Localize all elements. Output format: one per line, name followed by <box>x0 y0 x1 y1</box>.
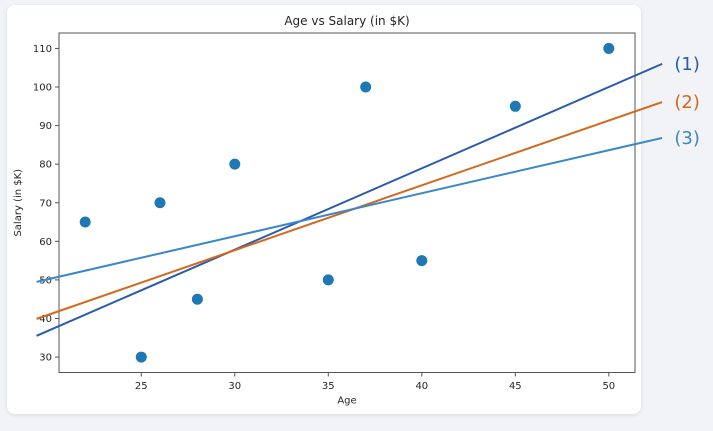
fit-line-label-3: (3) <box>674 128 700 149</box>
y-tick-label: 80 <box>39 160 52 171</box>
y-tick-label: 60 <box>39 237 52 248</box>
y-tick-label: 110 <box>33 44 52 55</box>
fit-line-label-2: (2) <box>674 92 700 113</box>
data-point <box>509 100 521 112</box>
y-axis-label: Salary (in $K) <box>13 169 24 237</box>
data-point <box>229 158 241 170</box>
fit-line-label-1: (1) <box>674 54 700 75</box>
data-point <box>360 81 372 93</box>
x-tick-label: 30 <box>228 381 241 392</box>
chart-title: Age vs Salary (in $K) <box>284 14 409 28</box>
x-axis-label: Age <box>337 396 356 407</box>
y-tick-label: 50 <box>39 275 52 286</box>
y-tick-label: 30 <box>39 353 52 364</box>
y-tick-label: 100 <box>33 83 52 94</box>
data-point <box>135 351 147 363</box>
y-tick-label: 90 <box>39 121 52 132</box>
fit-line-3 <box>36 136 663 283</box>
fit-line-1 <box>36 62 663 337</box>
data-point <box>416 255 428 267</box>
plot-frame <box>58 32 636 373</box>
y-tick-label: 70 <box>39 198 52 209</box>
figure-card <box>7 5 641 414</box>
x-tick-label: 40 <box>415 381 428 392</box>
data-point <box>322 274 334 286</box>
data-point <box>154 197 166 209</box>
x-tick-label: 25 <box>135 381 148 392</box>
data-point <box>79 216 91 228</box>
x-tick-label: 45 <box>509 381 522 392</box>
x-tick-label: 35 <box>322 381 335 392</box>
y-tick-label: 40 <box>39 314 52 325</box>
data-point <box>191 293 203 305</box>
x-tick-label: 50 <box>602 381 615 392</box>
data-point <box>603 42 615 54</box>
